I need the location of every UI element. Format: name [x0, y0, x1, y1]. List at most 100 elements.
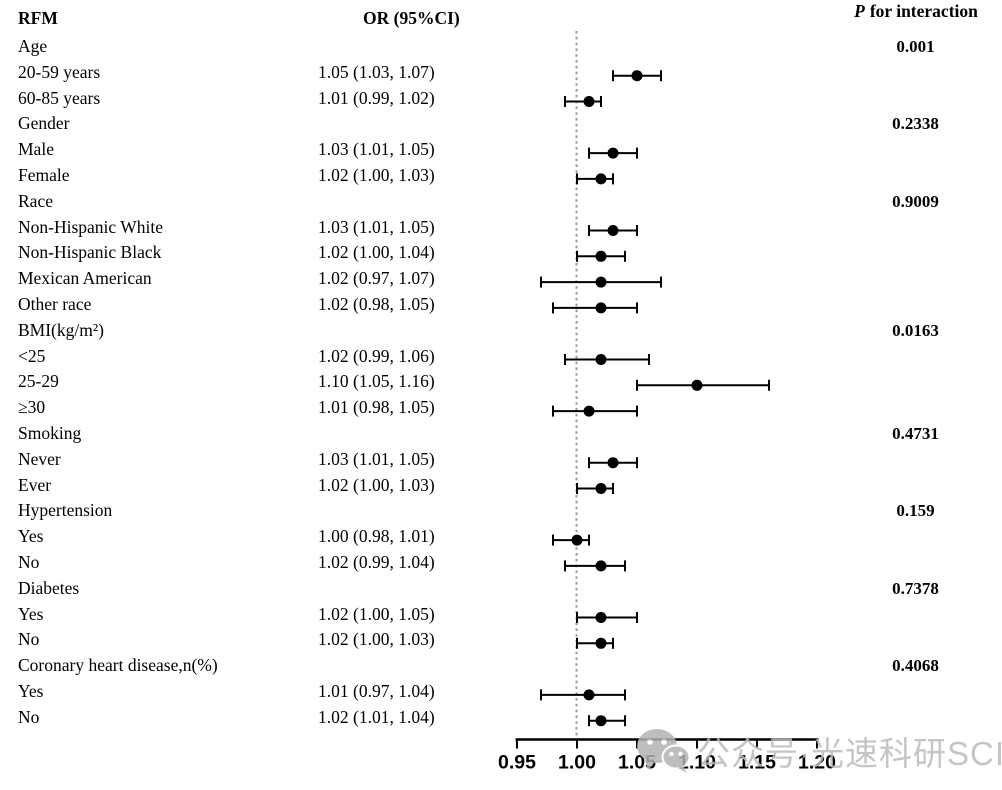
forest-group-row: Gender 0.2338	[0, 111, 1002, 137]
or-point	[583, 405, 595, 417]
row-label: Age	[18, 36, 48, 56]
forest-item-row: Non-Hispanic Black 1.02 (1.00, 1.04)	[0, 240, 1002, 266]
row-or-ci-text: 1.02 (0.99, 1.06)	[318, 345, 435, 366]
forest-item-row: 25-29 1.10 (1.05, 1.16)	[0, 369, 1002, 395]
forest-group-row: Diabetes 0.7378	[0, 576, 1002, 602]
row-or-ci-text: 1.02 (1.01, 1.04)	[318, 706, 435, 727]
row-or-ci-text: 1.01 (0.98, 1.05)	[318, 397, 435, 418]
row-or-ci-text: 1.01 (0.99, 1.02)	[318, 87, 435, 108]
row-label: 25-29	[18, 371, 59, 392]
or-point	[631, 70, 643, 82]
row-p-value: 0.2338	[892, 114, 939, 134]
or-point	[571, 534, 583, 546]
row-label: Race	[18, 190, 53, 211]
or-point	[595, 612, 607, 623]
or-point	[691, 379, 703, 391]
column-header-rfm: RFM	[18, 8, 58, 28]
or-point	[595, 637, 607, 649]
x-axis-tick-label: 1.20	[798, 752, 836, 774]
row-or-ci-text: 1.10 (1.05, 1.16)	[318, 371, 435, 392]
forest-group-row: Age 0.001	[0, 34, 1002, 60]
forest-group-row: Coronary heart disease,n(%) 0.4068	[0, 653, 1002, 679]
row-label: Mexican American	[18, 268, 152, 289]
forest-item-row: No 1.02 (1.00, 1.03)	[0, 627, 1002, 653]
row-label: ≥30	[18, 397, 46, 418]
forest-item-row: Non-Hispanic White 1.03 (1.01, 1.05)	[0, 215, 1002, 241]
row-label: Diabetes	[18, 577, 80, 598]
x-axis-tick-label: 1.15	[738, 752, 776, 774]
row-label: Non-Hispanic Black	[18, 242, 162, 263]
row-label: Non-Hispanic White	[18, 216, 163, 237]
row-label: No	[18, 552, 40, 572]
or-point	[595, 560, 607, 572]
row-or-ci-text: 1.02 (1.00, 1.04)	[318, 242, 435, 263]
row-or-ci-text: 1.02 (0.97, 1.07)	[318, 268, 435, 289]
forest-item-row: No 1.02 (0.99, 1.04)	[0, 550, 1002, 576]
forest-item-row: 20-59 years 1.05 (1.03, 1.07)	[0, 60, 1002, 86]
or-point	[595, 483, 607, 494]
row-or-ci-text: 1.03 (1.01, 1.05)	[318, 139, 435, 160]
forest-group-row: Hypertension 0.159	[0, 498, 1002, 524]
row-label: No	[18, 629, 40, 650]
row-p-value: 0.4731	[892, 424, 939, 443]
row-label: Yes	[18, 526, 44, 547]
row-or-ci-text: 1.02 (0.98, 1.05)	[318, 294, 435, 314]
row-label: Ever	[18, 474, 52, 495]
or-point	[595, 250, 607, 262]
row-label: Other race	[18, 294, 92, 314]
or-point	[595, 173, 607, 185]
forest-item-row: Female 1.02 (1.00, 1.03)	[0, 163, 1002, 189]
or-point	[607, 457, 619, 469]
row-p-value: 0.7378	[892, 578, 939, 598]
row-or-ci-text: 1.03 (1.01, 1.05)	[318, 448, 435, 469]
row-p-value: 0.0163	[892, 320, 939, 340]
row-p-value: 0.001	[896, 37, 935, 56]
row-or-ci-text: 1.00 (0.98, 1.01)	[318, 526, 435, 547]
or-point	[595, 715, 607, 727]
forest-item-row: Male 1.03 (1.01, 1.05)	[0, 137, 1002, 163]
row-label: Yes	[18, 681, 44, 701]
row-label: Female	[18, 165, 70, 185]
row-label: Smoking	[18, 423, 82, 443]
row-or-ci-text: 1.01 (0.97, 1.04)	[318, 681, 435, 701]
forest-item-row: Yes 1.00 (0.98, 1.01)	[0, 524, 1002, 550]
row-p-value: 0.4068	[892, 656, 939, 676]
or-point	[595, 302, 607, 314]
or-point	[595, 354, 607, 365]
forest-item-row: <25 1.02 (0.99, 1.06)	[0, 344, 1002, 370]
forest-group-row: Race 0.9009	[0, 189, 1002, 215]
row-or-ci-text: 1.03 (1.01, 1.05)	[318, 216, 435, 237]
row-p-value: 0.9009	[892, 191, 939, 211]
or-point	[607, 147, 619, 159]
row-p-value: 0.159	[896, 501, 935, 521]
row-label: 60-85 years	[18, 87, 101, 108]
forest-item-row: Never 1.03 (1.01, 1.05)	[0, 447, 1002, 473]
p-italic: P	[854, 1, 865, 21]
x-axis-tick-label: 0.95	[498, 752, 536, 774]
row-label: Coronary heart disease,n(%)	[18, 655, 218, 676]
row-label: Male	[18, 139, 54, 160]
forest-item-row: No 1.02 (1.01, 1.04)	[0, 705, 1002, 731]
row-or-ci-text: 1.02 (1.00, 1.03)	[318, 629, 435, 650]
row-label: Hypertension	[18, 500, 113, 521]
row-or-ci-text: 1.02 (0.99, 1.04)	[318, 552, 435, 572]
row-label: BMI(kg/m²)	[18, 319, 104, 340]
forest-group-row: BMI(kg/m²) 0.0163	[0, 318, 1002, 344]
or-point	[583, 96, 595, 107]
row-label: Never	[18, 448, 61, 469]
row-or-ci-text: 1.02 (1.00, 1.03)	[318, 165, 435, 185]
forest-item-row: Other race 1.02 (0.98, 1.05)	[0, 292, 1002, 318]
forest-item-row: Yes 1.02 (1.00, 1.05)	[0, 602, 1002, 628]
or-point	[607, 225, 619, 236]
row-label: Yes	[18, 603, 44, 624]
row-label: No	[18, 706, 40, 727]
row-or-ci-text: 1.02 (1.00, 1.05)	[318, 603, 435, 624]
forest-group-row: Smoking 0.4731	[0, 421, 1002, 447]
or-point	[583, 689, 595, 701]
forest-item-row: Yes 1.01 (0.97, 1.04)	[0, 679, 1002, 705]
row-label: <25	[18, 345, 46, 366]
forest-item-row: Mexican American 1.02 (0.97, 1.07)	[0, 266, 1002, 292]
